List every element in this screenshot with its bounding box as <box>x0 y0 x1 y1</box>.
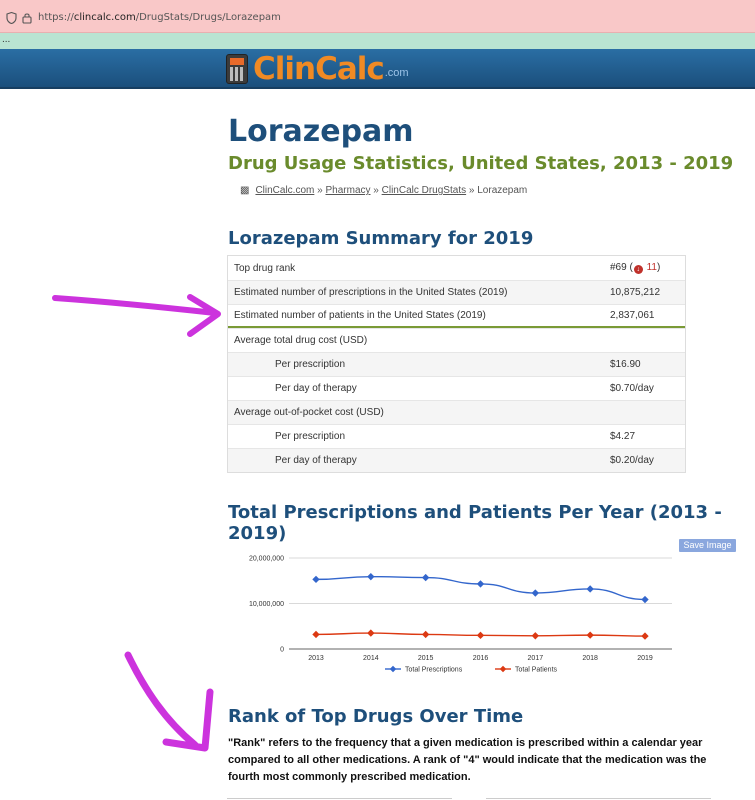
url-path: /DrugStats/Drugs/Lorazepam <box>135 12 281 23</box>
legend-marker <box>499 665 507 673</box>
data-point <box>476 580 485 588</box>
annotation-arrow-right <box>52 294 221 337</box>
lock-icon[interactable] <box>22 12 32 24</box>
x-tick-label: 2019 <box>637 655 653 662</box>
annotation-arrow-down <box>124 651 214 752</box>
summary-heading: Lorazepam Summary for 2019 <box>228 228 534 249</box>
row-label: Average out-of-pocket cost (USD) <box>234 407 384 418</box>
row-label: Average total drug cost (USD) <box>234 335 368 346</box>
row-label: Top drug rank <box>234 262 296 274</box>
y-tick-label: 20,000,000 <box>249 556 284 563</box>
series-line-0 <box>315 575 646 601</box>
y-tick-label: 0 <box>280 647 284 654</box>
legend-marker <box>389 665 397 673</box>
site-logo[interactable]: Clin Calc .com <box>226 50 409 87</box>
x-tick-label: 2017 <box>528 655 544 662</box>
url-bar[interactable]: https://clincalc.com/DrugStats/Drugs/Lor… <box>0 0 755 33</box>
table-row: Per day of therapy $0.70/day <box>228 376 685 400</box>
trend-heading: Total Prescriptions and Patients Per Yea… <box>228 502 722 544</box>
table-row: Per prescription $16.90 <box>228 352 685 376</box>
url-host: clincalc.com <box>73 12 136 23</box>
data-point <box>476 631 485 640</box>
data-point <box>312 630 320 639</box>
breadcrumb-separator: » <box>317 185 323 196</box>
url-text[interactable]: https://clincalc.com/DrugStats/Drugs/Lor… <box>38 12 281 23</box>
breadcrumb-current: Lorazepam <box>477 185 528 196</box>
save-image-button[interactable]: Save Image <box>679 539 736 552</box>
x-tick-label: 2013 <box>308 655 324 662</box>
panel-edge <box>486 798 711 800</box>
url-prefix: https:// <box>38 12 74 23</box>
logo-text-suffix: .com <box>384 67 409 79</box>
rank-change: 11 <box>646 262 657 273</box>
breadcrumb: ▩ ClinCalc.com » Pharmacy » ClinCalc Drug… <box>240 185 527 196</box>
table-row: Estimated number of prescriptions in the… <box>228 280 685 304</box>
row-label: Per day of therapy <box>275 455 357 466</box>
rank-description: "Rank" refers to the frequency that a gi… <box>228 737 707 783</box>
row-value: $4.27 <box>610 431 636 442</box>
rank-heading: Rank of Top Drugs Over Time <box>228 706 524 727</box>
row-value: 2,837,061 <box>610 310 655 321</box>
data-point <box>421 573 430 582</box>
data-point <box>641 595 649 604</box>
x-tick-label: 2015 <box>418 655 434 662</box>
breadcrumb-link-drugstats[interactable]: ClinCalc DrugStats <box>381 185 467 196</box>
table-row: Estimated number of patients in the Unit… <box>228 304 685 328</box>
data-point <box>531 632 540 640</box>
table-row: Average out-of-pocket cost (USD) <box>228 400 685 424</box>
breadcrumb-separator: » <box>468 185 475 196</box>
sitemap-icon: ▩ <box>240 185 250 196</box>
data-point <box>312 575 320 584</box>
row-label: Estimated number of patients in the Unit… <box>234 310 486 321</box>
drug-rank-value: #69 (↓ 11) <box>610 262 661 274</box>
data-point <box>367 572 375 581</box>
page-subtitle: Drug Usage Statistics, United States, 20… <box>228 153 734 174</box>
data-point <box>641 632 649 640</box>
breadcrumb-link-pharmacy[interactable]: Pharmacy <box>325 185 371 196</box>
y-tick-label: 10,000,000 <box>249 601 284 608</box>
logo-text-calc: Calc <box>315 50 385 87</box>
page-title: Lorazepam <box>228 114 414 149</box>
data-point <box>367 629 375 637</box>
row-label: Estimated number of prescriptions in the… <box>234 287 508 298</box>
row-value: $0.20/day <box>610 455 654 466</box>
x-tick-label: 2014 <box>363 655 379 662</box>
summary-table: Top drug rank #69 (↓ 11) Estimated numbe… <box>227 255 686 473</box>
bookmarks-bar: ... <box>0 33 755 49</box>
bookmarks-overflow[interactable]: ... <box>2 34 11 45</box>
prescriptions-line-chart: 0 10,000,000 20,000,000 2013 2014 2015 2016 201… <box>249 556 672 674</box>
row-value: $16.90 <box>610 359 641 370</box>
breadcrumb-link-home[interactable]: ClinCalc.com <box>255 185 315 196</box>
data-point <box>586 631 594 639</box>
row-value: $0.70/day <box>610 383 654 394</box>
row-label: Per prescription <box>275 431 346 442</box>
legend-label: Total Prescriptions <box>405 667 463 674</box>
x-tick-label: 2018 <box>582 655 598 662</box>
site-header: Clin Calc .com <box>0 49 755 89</box>
shield-icon[interactable] <box>6 12 17 24</box>
panel-edge <box>227 798 452 800</box>
data-point <box>586 585 594 593</box>
breadcrumb-separator: » <box>373 185 379 196</box>
row-value: 10,875,212 <box>610 287 661 298</box>
table-row: Top drug rank #69 (↓ 11) <box>228 256 685 280</box>
arrow-down-icon: ↓ <box>633 265 643 274</box>
table-row: Average total drug cost (USD) <box>228 328 685 352</box>
table-row: Per prescription $4.27 <box>228 424 685 448</box>
row-label: Per prescription <box>275 359 346 370</box>
row-label: Per day of therapy <box>275 383 357 394</box>
calculator-icon <box>226 53 248 84</box>
table-row: Per day of therapy $0.20/day <box>228 448 685 472</box>
x-tick-label: 2016 <box>473 655 489 662</box>
data-point <box>531 589 540 597</box>
logo-text-clin: Clin <box>253 50 316 87</box>
data-point <box>421 630 430 639</box>
legend-label: Total Patients <box>515 667 558 674</box>
